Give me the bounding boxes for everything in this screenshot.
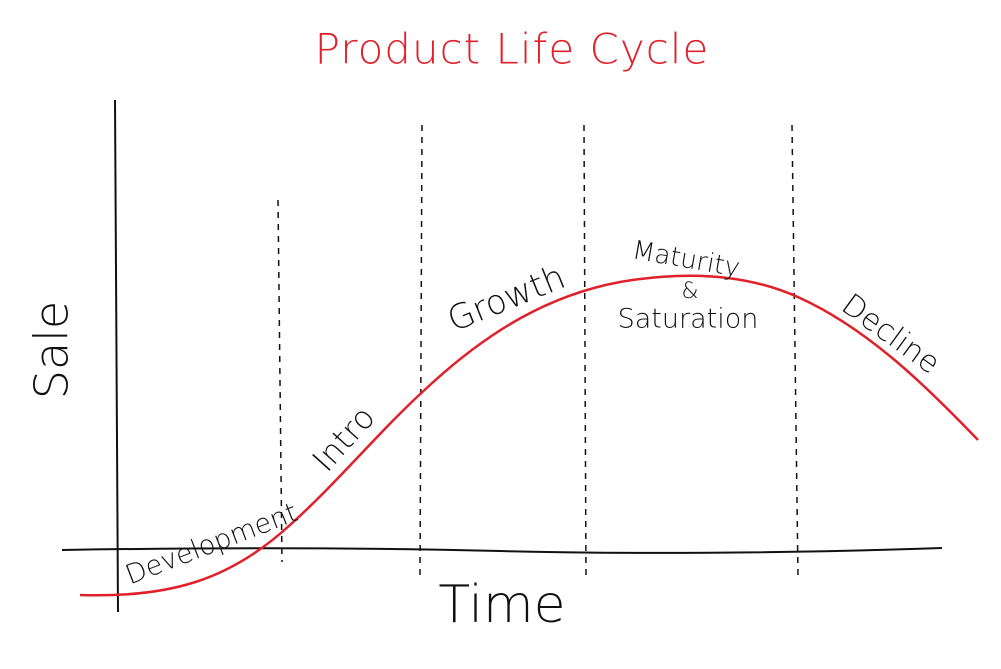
title: Product Life Cycle <box>315 25 710 74</box>
y-axis <box>114 99 119 613</box>
stage-label: Decline <box>835 287 946 381</box>
stage-divider <box>791 124 799 577</box>
stage-divider <box>419 124 423 577</box>
stage-divider <box>277 199 283 563</box>
x-axis <box>61 547 943 554</box>
stage-divider <box>583 124 587 577</box>
life-cycle-curve <box>79 274 979 597</box>
stage-label: Saturation <box>618 304 759 335</box>
stage-label: & <box>681 279 698 304</box>
x-axis-label: Time <box>438 575 565 635</box>
stage-label: Intro <box>305 398 383 479</box>
y-axis-label: Sale <box>25 301 79 399</box>
